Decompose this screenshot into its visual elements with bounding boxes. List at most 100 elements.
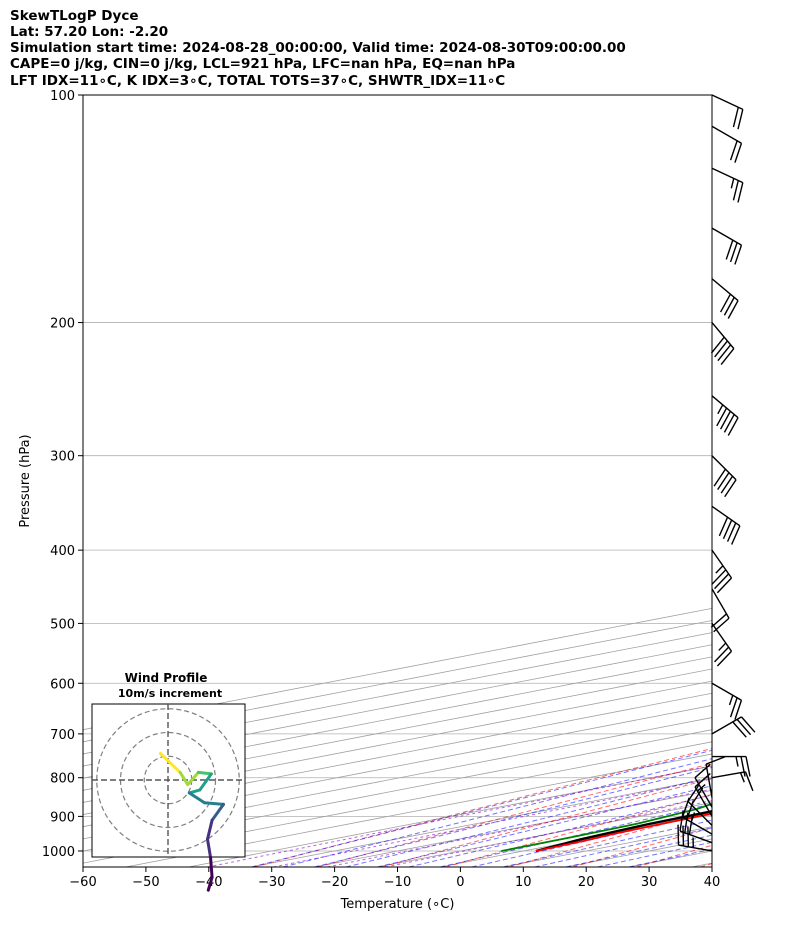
barb-flag [729, 697, 738, 718]
moist-adiabat [471, 811, 712, 867]
barb-flag [734, 700, 743, 720]
hodograph-segment [198, 772, 213, 792]
barb-half-flag [718, 642, 727, 651]
wind-barb [711, 716, 756, 738]
dry-adiabat [572, 827, 712, 867]
hodograph-segment [202, 801, 225, 806]
dry-adiabat [700, 863, 712, 867]
dry-adiabat [508, 810, 712, 867]
wind-barb [677, 824, 713, 852]
barb-flag [729, 242, 738, 263]
wind-barb [694, 763, 713, 808]
barb-flag [737, 182, 744, 203]
location-line: Lat: 57.20 Lon: -2.20 [10, 24, 169, 40]
dry-adiabat [317, 762, 712, 867]
barb-flag [740, 756, 746, 777]
wind-barb [710, 322, 735, 365]
barb-flag [717, 472, 730, 491]
y-tick-label: 400 [50, 544, 75, 559]
barb-flag [679, 810, 684, 832]
isotherm-line [83, 668, 712, 791]
moist-adiabat [282, 758, 712, 867]
barb-flag [740, 716, 756, 733]
x-tick-label: −10 [384, 875, 411, 890]
isotherm-line [503, 826, 712, 867]
x-tick-label: −20 [321, 875, 348, 890]
barb-half-flag [730, 178, 735, 189]
barb-flag [718, 516, 729, 537]
moist-adiabat [345, 776, 712, 867]
barb-flag [732, 721, 747, 738]
moist-adiabat [377, 785, 712, 867]
wind-barb [711, 227, 743, 265]
dry-adiabat [253, 748, 712, 867]
barb-flag [705, 756, 726, 765]
barb-shaft [711, 716, 742, 735]
x-tick-label: 10 [515, 875, 532, 890]
wind-barb [687, 783, 713, 826]
dry-adiabat [445, 793, 712, 867]
wind-barb [711, 94, 744, 130]
barb-shaft [711, 94, 744, 111]
barb-flag [737, 109, 744, 130]
barb-flag [724, 479, 737, 498]
barb-flag [720, 348, 735, 365]
barb-flag [734, 143, 743, 163]
wind-barb [711, 278, 739, 319]
wind-barb [679, 810, 713, 844]
moist-adiabat [440, 803, 712, 867]
barb-flag [716, 407, 728, 427]
hodograph-title: Wind Profile [125, 671, 208, 685]
isotherm-line [83, 729, 712, 852]
barb-shaft [711, 227, 742, 246]
barb-flag [744, 771, 754, 792]
isotherm-line [251, 777, 712, 867]
isotherm-line [314, 789, 712, 867]
wind-barb [710, 588, 730, 633]
barb-half-flag [739, 772, 745, 783]
hodograph-segment [206, 818, 214, 841]
barb-flag [727, 417, 739, 436]
barb-flag [716, 577, 733, 594]
y-tick-label: 100 [50, 89, 75, 104]
y-tick-label: 200 [50, 317, 75, 332]
isotherm-line [83, 656, 712, 779]
x-tick-label: 40 [704, 875, 721, 890]
barb-flag [714, 573, 730, 590]
barb-half-flag [728, 695, 734, 706]
hodograph-subtitle: 10m/s increment [118, 687, 222, 700]
barb-shaft [694, 777, 713, 808]
hodograph-segment [158, 751, 182, 774]
barb-shaft [711, 322, 735, 350]
wind-barb [711, 505, 741, 545]
barb-shaft [711, 455, 737, 481]
cape-cin-area [535, 811, 712, 851]
barb-shaft [711, 505, 741, 527]
hodograph-segment [206, 837, 213, 860]
axes: −60 −50 −40 −30 −20 −10 0 10 20 30 40 100 200 300 400 5… [18, 89, 720, 912]
barb-shaft [711, 682, 742, 701]
wind-barb [711, 771, 754, 792]
barb-half-flag [717, 404, 724, 415]
hodograph-segment [187, 791, 206, 805]
barb-flag [722, 519, 733, 540]
barb-flag [690, 787, 704, 806]
barb-shaft [711, 125, 742, 144]
wind-barb [711, 623, 733, 667]
isotherm-line [83, 717, 712, 840]
temperature-line [535, 812, 712, 852]
isotherm-line [440, 814, 712, 867]
x-axis-label: Temperature (∘C) [340, 897, 455, 912]
barb-shaft [694, 786, 713, 817]
barb-shaft [711, 395, 739, 419]
barb-shaft [711, 623, 733, 652]
y-tick-label: 900 [50, 810, 75, 825]
barb-flag [726, 522, 737, 542]
barb-half-flag [690, 812, 696, 823]
barb-flag [687, 783, 700, 802]
moist-adiabat [597, 841, 712, 867]
chart-title: SkewTLogP Dyce [10, 8, 139, 24]
barb-flag [714, 340, 728, 358]
barb-flag [713, 468, 727, 487]
